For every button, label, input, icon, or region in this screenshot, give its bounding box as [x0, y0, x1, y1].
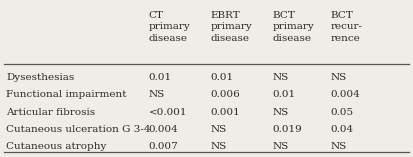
Text: 0.006: 0.006	[211, 90, 240, 99]
Text: NS: NS	[273, 108, 289, 116]
Text: NS: NS	[211, 142, 227, 151]
Text: 0.05: 0.05	[330, 108, 354, 116]
Text: NS: NS	[273, 73, 289, 82]
Text: Dysesthesias: Dysesthesias	[6, 73, 74, 82]
Text: Cutaneous atrophy: Cutaneous atrophy	[6, 142, 107, 151]
Text: 0.007: 0.007	[149, 142, 178, 151]
Text: NS: NS	[273, 142, 289, 151]
Text: 0.001: 0.001	[211, 108, 240, 116]
Text: 0.01: 0.01	[211, 73, 234, 82]
Text: 0.004: 0.004	[330, 90, 360, 99]
Text: BCT
primary
disease: BCT primary disease	[273, 11, 314, 43]
Text: 0.04: 0.04	[330, 125, 354, 134]
Text: 0.004: 0.004	[149, 125, 178, 134]
Text: CT
primary
disease: CT primary disease	[149, 11, 190, 43]
Text: NS: NS	[149, 90, 165, 99]
Text: NS: NS	[330, 73, 347, 82]
Text: 0.01: 0.01	[149, 73, 172, 82]
Text: <0.001: <0.001	[149, 108, 187, 116]
Text: BCT
recur-
rence: BCT recur- rence	[330, 11, 362, 43]
Text: Cutaneous ulceration G 3-4: Cutaneous ulceration G 3-4	[6, 125, 151, 134]
Text: NS: NS	[211, 125, 227, 134]
Text: EBRT
primary
disease: EBRT primary disease	[211, 11, 252, 43]
Text: 0.01: 0.01	[273, 90, 296, 99]
Text: Functional impairment: Functional impairment	[6, 90, 127, 99]
Text: Articular fibrosis: Articular fibrosis	[6, 108, 95, 116]
Text: 0.019: 0.019	[273, 125, 302, 134]
Text: NS: NS	[330, 142, 347, 151]
